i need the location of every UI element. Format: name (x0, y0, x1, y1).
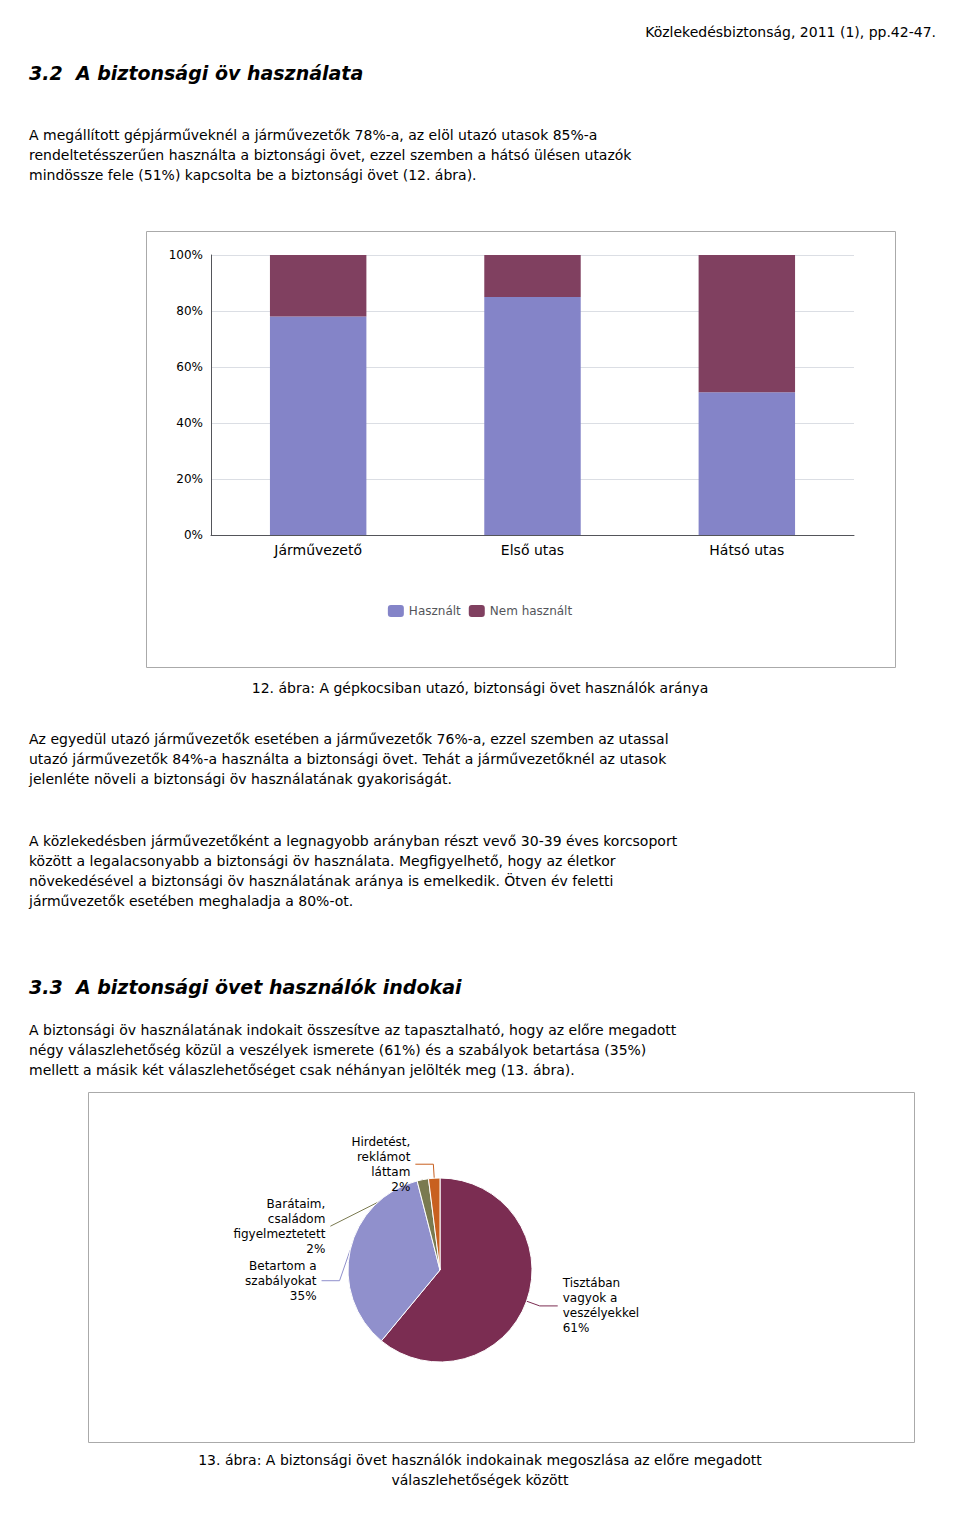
svg-text:utazó járművezetők 84%-a haszn: utazó járművezetők 84%-a használta a biz… (29, 751, 667, 767)
svg-text:Használt: Használt (409, 604, 461, 618)
svg-text:40%: 40% (176, 416, 203, 430)
svg-text:veszélyekkel: veszélyekkel (563, 1306, 639, 1320)
svg-text:Hátsó utas: Hátsó utas (709, 542, 784, 558)
svg-text:13. ábra: A biztonsági övet ha: 13. ábra: A biztonsági övet használók in… (198, 1452, 762, 1468)
svg-text:négy válaszlehetőség közül a v: négy válaszlehetőség közül a veszélyek i… (29, 1042, 646, 1058)
svg-text:Első utas: Első utas (501, 542, 564, 558)
svg-text:A közlekedésben járművezetőkén: A közlekedésben járművezetőként a legnag… (29, 833, 678, 849)
svg-text:családom: családom (268, 1212, 326, 1226)
svg-text:80%: 80% (176, 304, 203, 318)
svg-text:100%: 100% (169, 248, 203, 262)
svg-text:61%: 61% (563, 1321, 590, 1335)
svg-text:figyelmeztetett: figyelmeztetett (233, 1227, 325, 1241)
svg-text:0%: 0% (184, 528, 203, 542)
svg-text:A megállított gépjárműveknél a: A megállított gépjárműveknél a járműveze… (29, 127, 597, 143)
svg-text:növekedésével a biztonsági öv: növekedésével a biztonsági öv használatá… (29, 872, 613, 889)
svg-text:jelenléte növeli a biztonsági: jelenléte növeli a biztonsági öv használ… (28, 771, 452, 787)
svg-text:reklámot: reklámot (357, 1150, 411, 1164)
svg-text:2%: 2% (306, 1242, 325, 1256)
svg-text:válaszlehetőségek között: válaszlehetőségek között (391, 1472, 569, 1488)
svg-text:60%: 60% (176, 360, 203, 374)
svg-text:Járművezető: Járművezető (273, 542, 362, 558)
svg-text:20%: 20% (176, 472, 203, 486)
svg-text:Barátaim,: Barátaim, (267, 1197, 326, 1211)
svg-text:12. ábra: A gépkocsiban utazó,: 12. ábra: A gépkocsiban utazó, biztonság… (252, 680, 708, 696)
svg-text:Közlekedésbiztonság, 2011 (1),: Közlekedésbiztonság, 2011 (1), pp.42-47. (645, 24, 936, 40)
svg-text:járművezetők esetében meghalad: járművezetők esetében meghaladja a 80%-o… (28, 893, 353, 909)
svg-text:3.2 A biztonsági öv használat: 3.2 A biztonsági öv használata (29, 62, 363, 84)
svg-text:Hirdetést,: Hirdetést, (351, 1135, 410, 1149)
svg-text:35%: 35% (290, 1289, 317, 1303)
svg-text:mindössze fele (51%) kapcsolta: mindössze fele (51%) kapcsolta be a bizt… (29, 167, 477, 183)
svg-text:szabályokat: szabályokat (245, 1274, 317, 1288)
svg-text:A biztonsági öv használatának: A biztonsági öv használatának indokait ö… (29, 1022, 677, 1038)
svg-text:Az egyedül utazó járművezetők: Az egyedül utazó járművezetők esetében a… (29, 731, 669, 747)
svg-text:vagyok a: vagyok a (563, 1291, 618, 1305)
svg-text:2%: 2% (391, 1180, 410, 1194)
svg-text:rendeltetésszerűen használta a: rendeltetésszerűen használta a biztonság… (29, 147, 632, 163)
svg-text:között a legalacsonyabb a bizt: között a legalacsonyabb a biztonsági öv … (29, 853, 616, 869)
svg-text:láttam: láttam (371, 1165, 410, 1179)
svg-text:Tisztában: Tisztában (562, 1276, 620, 1290)
svg-text:mellett a másik két válaszlehe: mellett a másik két válaszlehetőséget cs… (29, 1062, 575, 1078)
svg-text:Betartom a: Betartom a (249, 1259, 317, 1273)
svg-text:3.3 A biztonsági övet használ: 3.3 A biztonsági övet használók indokai (29, 976, 462, 998)
svg-text:Nem használt: Nem használt (490, 604, 573, 618)
